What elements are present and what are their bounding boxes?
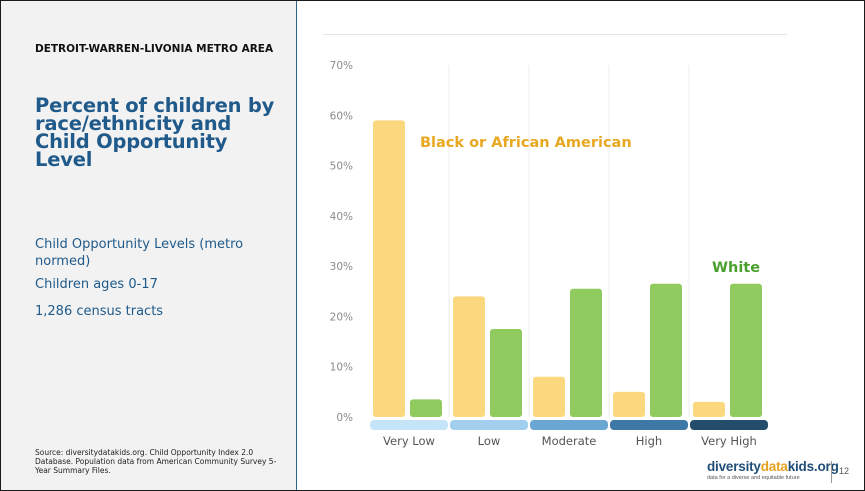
- y-tick-label: 40%: [330, 211, 353, 223]
- bar-black: [613, 391, 645, 417]
- y-tick-label: 10%: [330, 362, 353, 374]
- x-category-label: Very High: [701, 434, 757, 448]
- age-range-note: Children ages 0-17: [35, 277, 158, 292]
- chart-area: 0% 10% 20% 30% 40% 50% 60% 70% Very Low Low Moder…: [297, 1, 864, 490]
- region-label: DETROIT-WARREN-LIVONIA METRO AREA: [35, 43, 274, 55]
- logo-text-part2: data: [760, 459, 788, 474]
- y-tick-label: 20%: [330, 311, 353, 323]
- level-strip: [370, 420, 448, 430]
- footer-divider: [831, 461, 832, 483]
- source-note: Source: diversitydatakids.org. Child Opp…: [35, 448, 277, 475]
- bar-chart: 0% 10% 20% 30% 40% 50% 60% 70% Very Low Low Moder…: [323, 34, 787, 448]
- logo-text-part3: kids.org: [787, 459, 839, 474]
- y-tick-label: 70%: [330, 60, 353, 72]
- level-strip: [530, 420, 608, 430]
- bar-white: [410, 399, 442, 417]
- y-tick-label: 60%: [330, 110, 353, 122]
- y-tick-label: 30%: [330, 261, 353, 273]
- bar-black: [693, 401, 725, 417]
- left-panel: DETROIT-WARREN-LIVONIA METRO AREA Percen…: [1, 1, 297, 490]
- x-category-label: Very Low: [383, 434, 435, 448]
- series-label-black: Black or African American: [420, 135, 632, 151]
- logo-text-part1: diversity: [707, 459, 761, 474]
- bar-white: [570, 288, 602, 417]
- bar-black: [373, 120, 405, 418]
- slide-title: Percent of children by race/ethnicity an…: [35, 94, 275, 171]
- x-category-label: High: [636, 434, 662, 448]
- level-strip: [690, 420, 768, 430]
- brand-logo: diversitydatakids.org data for a diverse…: [707, 459, 839, 481]
- tract-count-note: 1,286 census tracts: [35, 304, 164, 319]
- level-strip: [610, 420, 688, 430]
- y-tick-label: 50%: [330, 161, 353, 173]
- x-category-label: Low: [478, 434, 501, 448]
- page-number: 12: [839, 466, 850, 476]
- logo-text: diversitydatakids.org: [707, 459, 839, 474]
- bar-white: [490, 329, 522, 417]
- level-strip: [450, 420, 528, 430]
- bar-white: [650, 283, 682, 417]
- opportunity-levels-note: Child Opportunity Levels (metro normed): [35, 237, 244, 269]
- bar-black: [533, 376, 565, 417]
- logo-tagline: data for a diverse and equitable future: [707, 475, 800, 481]
- series-label-white: White: [712, 260, 760, 276]
- x-category-label: Moderate: [542, 434, 597, 448]
- bar-black: [453, 296, 485, 417]
- bar-white: [730, 283, 762, 417]
- y-tick-label: 0%: [336, 412, 353, 424]
